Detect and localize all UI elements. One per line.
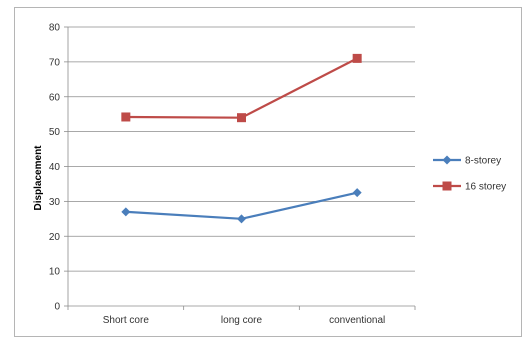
x-category-label: Short core [103, 315, 150, 326]
data-point [237, 113, 246, 123]
y-tick-label: 30 [49, 197, 61, 208]
y-tick-label: 50 [49, 127, 61, 138]
legend-marker [442, 181, 452, 191]
y-tick-label: 60 [49, 92, 61, 103]
y-axis-title: Displacement [33, 145, 44, 211]
series-2 [121, 53, 362, 123]
legend-item: 8-storey [433, 155, 501, 167]
y-tick-label: 80 [49, 23, 61, 34]
series-line [125, 57, 358, 119]
x-category-label: long core [221, 315, 263, 326]
line-chart: 0 10 20 30 40 50 60 70 80 Short core long core conv… [33, 23, 506, 327]
y-tick-label: 0 [54, 302, 60, 313]
y-tick-label: 70 [49, 57, 61, 68]
data-point [121, 112, 131, 122]
legend-marker [442, 155, 452, 165]
legend-item: 16 storey [433, 181, 506, 193]
y-tick-label: 40 [49, 162, 61, 173]
legend-label: 16 storey [465, 182, 506, 193]
data-point [352, 53, 362, 63]
legend-label: 8-storey [465, 156, 501, 167]
y-tick-label: 10 [49, 267, 61, 278]
series-1 [121, 188, 362, 224]
series-group [121, 53, 362, 224]
data-point [237, 214, 246, 224]
x-category-label: conventional [329, 315, 385, 326]
y-tick-label: 20 [49, 232, 61, 243]
gridlines [68, 26, 415, 272]
legend: 8-storey 16 storey [433, 155, 506, 193]
chart-frame: 0 10 20 30 40 50 60 70 80 Short core long core conv… [14, 7, 522, 337]
axes: 0 10 20 30 40 50 60 70 80 Short core long core conv… [49, 23, 416, 326]
data-point [352, 188, 362, 198]
data-point [121, 207, 131, 217]
